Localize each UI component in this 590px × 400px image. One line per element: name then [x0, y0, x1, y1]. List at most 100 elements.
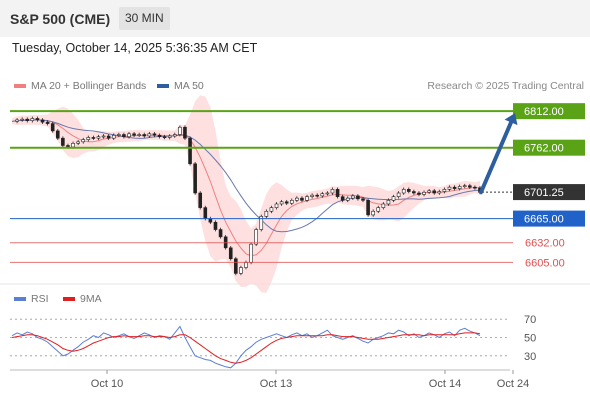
candle-body [351, 195, 355, 199]
legend-ma50: MA 50 [157, 80, 204, 92]
candle-body [45, 121, 50, 124]
candle-body [162, 136, 167, 139]
candle-body [203, 207, 208, 219]
candle-body [101, 135, 106, 138]
candle-body [213, 221, 218, 230]
candle-body [132, 133, 136, 136]
candle-body [183, 126, 187, 139]
legend-label-9ma: 9MA [80, 293, 102, 305]
level-label-support: 6632.00 [525, 238, 565, 250]
candle-body [406, 189, 411, 192]
candle-body [188, 137, 192, 165]
candle-body [178, 126, 182, 135]
instrument-title: S&P 500 (CME) [10, 11, 111, 27]
legend-9ma: 9MA [63, 293, 102, 305]
copyright-text: Research © 2025 Trading Central [427, 80, 584, 92]
candle-body [422, 191, 426, 195]
candle-body [117, 134, 121, 136]
x-tick-label: Oct 10 [91, 378, 123, 390]
legend-label-ma20: MA 20 + Bollinger Bands [31, 80, 147, 92]
candle-body [234, 258, 238, 274]
level-label-pivot: 6665.00 [524, 214, 564, 226]
ma20-line [11, 119, 481, 257]
candle-body [264, 210, 269, 217]
candle-body [457, 186, 462, 189]
candle-body [289, 200, 294, 204]
candle-body [111, 134, 116, 139]
ma50-line [11, 119, 481, 233]
candle-body [386, 200, 391, 205]
candle-body [198, 192, 203, 208]
candle-body [361, 198, 365, 201]
candle-body [254, 229, 258, 245]
candle-body [157, 134, 162, 138]
forecast-arrow-shaft [479, 120, 514, 195]
rsi-tick-label: 50 [524, 333, 536, 345]
candle-body [81, 139, 86, 143]
level-tag-last-price [513, 184, 585, 201]
level-label-support: 6605.00 [525, 257, 565, 269]
candle-body [468, 185, 472, 188]
candle-body [315, 194, 320, 197]
candle-body [452, 186, 457, 189]
candle-body [269, 207, 274, 212]
candle-body [340, 196, 345, 201]
candle-body [412, 191, 416, 194]
x-tick-label: Oct 13 [260, 378, 292, 390]
candle-body [417, 192, 421, 195]
candle-body [396, 192, 401, 197]
candle-body [152, 133, 157, 136]
candle-body [76, 141, 80, 144]
rsi-tick-label: 70 [524, 314, 536, 326]
level-tag-pivot [513, 210, 585, 227]
candle-body [40, 119, 45, 123]
timeframe-button[interactable]: 30 MIN [119, 7, 170, 30]
candle-body [356, 195, 360, 200]
candle-body [381, 203, 386, 208]
rsi-9ma-line [11, 332, 481, 364]
candle-body [30, 118, 35, 121]
candle-body [61, 137, 65, 146]
candle-body [376, 207, 381, 212]
candle-body [437, 191, 442, 194]
legend-ma20-bollinger: MA 20 + Bollinger Bands [14, 80, 146, 92]
candle-body [50, 123, 55, 132]
candle-body [391, 196, 396, 201]
candle-body [320, 193, 325, 197]
candle-body [473, 186, 477, 189]
candle-body [228, 247, 233, 260]
candle-body [432, 190, 437, 194]
candle-body [142, 134, 147, 137]
x-tick-label: Oct 14 [429, 378, 461, 390]
candle-body [239, 267, 243, 274]
candle-body [335, 189, 340, 197]
candlesticks [15, 116, 482, 276]
level-tag-resistance [513, 139, 585, 156]
candle-body [310, 194, 314, 197]
candle-body [366, 200, 370, 216]
candle-body [300, 197, 304, 201]
legend-swatch-rsi [14, 297, 26, 302]
candle-body [462, 185, 467, 187]
candle-body [279, 201, 284, 205]
candle-body [35, 118, 40, 121]
rsi-line [11, 325, 481, 369]
candle-body [147, 133, 152, 137]
candle-body [106, 135, 111, 139]
candle-body [86, 137, 91, 140]
chart-datetime: Tuesday, October 14, 2025 5:36:35 AM CET [12, 41, 258, 55]
candle-body [172, 134, 177, 137]
candle-body [244, 262, 248, 268]
candle-body [442, 189, 447, 192]
candle-body [330, 189, 335, 194]
candle-body [71, 143, 75, 148]
legend-label-rsi: RSI [31, 293, 49, 305]
legend-rsi: RSI [14, 293, 49, 305]
candle-body [208, 218, 213, 223]
candle-body [401, 189, 406, 194]
candle-body [55, 130, 60, 139]
candle-body [249, 243, 253, 263]
level-label-resistance: 6812.00 [524, 106, 564, 118]
candle-body [259, 216, 264, 230]
